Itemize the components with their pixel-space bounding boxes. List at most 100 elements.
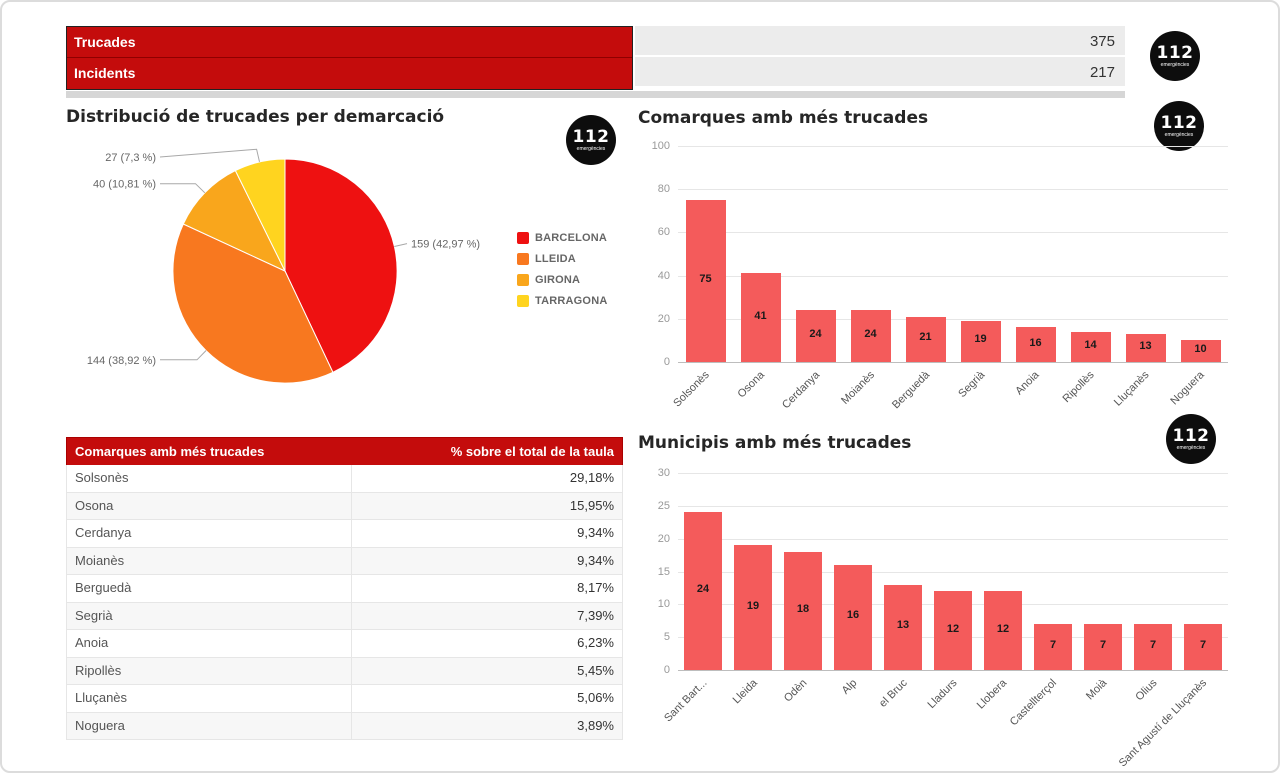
table-row: Moianès 9,34% [66, 547, 623, 575]
bar[interactable] [905, 316, 946, 362]
comarca-name: Noguera [67, 712, 352, 739]
summary-value-trucades: 375 [635, 26, 1125, 57]
legend-item-lleida[interactable]: LLEIDA [517, 253, 607, 265]
y-axis-tick-label: 10 [657, 598, 670, 611]
comarques-table-body: Solsonès 29,18% Osona 15,95% Cerdanya 9,34% Mo… [66, 465, 623, 740]
table-row: Anoia 6,23% [66, 630, 623, 658]
bar-value-label: 7 [1199, 639, 1207, 652]
bar[interactable] [685, 200, 726, 362]
legend-item-tarragona[interactable]: TARRAGONA [517, 295, 607, 307]
gridline [678, 670, 1228, 671]
y-axis-tick-label: 0 [663, 356, 670, 368]
gridline [678, 505, 1228, 507]
table-row: Solsonès 29,18% [66, 465, 623, 493]
comarca-percent: 9,34% [577, 525, 614, 540]
x-axis-label: Anoia [1013, 369, 1042, 398]
table-header-comarques: Comarques amb més trucades [75, 444, 265, 459]
bar[interactable] [850, 310, 891, 362]
logo-112-number: 112 [1172, 426, 1210, 446]
bar[interactable] [734, 545, 772, 670]
summary-row-label-incidents: Incidents [74, 65, 136, 81]
comarca-percent: 15,95% [569, 497, 614, 513]
table-row: Ripollès 5,45% [66, 657, 623, 685]
y-axis-tick-label: 15 [657, 565, 670, 578]
bar-value-label: 7 [1099, 639, 1107, 652]
logo-112-subtext: emergències [1176, 445, 1206, 451]
pie-label-connector [159, 148, 260, 163]
bar[interactable] [1034, 624, 1072, 670]
comarca-percent: 8,17% [577, 580, 614, 595]
pie-label-connector [160, 350, 207, 361]
bar[interactable] [1134, 624, 1172, 670]
pie-label-connector [160, 183, 206, 194]
legend-label: TARRAGONA [535, 295, 608, 307]
comarques-chart-title: Comarques amb més trucades [638, 108, 929, 128]
y-axis-tick-label: 30 [657, 467, 670, 479]
bar[interactable] [1015, 327, 1056, 362]
bar[interactable] [834, 564, 872, 670]
comarca-name: Cerdanya [67, 520, 352, 547]
bar[interactable] [934, 591, 972, 670]
summary-labels-column: Trucades Incidents [66, 26, 633, 90]
x-axis-label: Alp [839, 677, 860, 697]
x-axis-label: Sant Bart... [662, 677, 710, 725]
bar[interactable] [795, 310, 836, 362]
y-axis-tick-label: 5 [663, 631, 670, 644]
comarca-name: Osona [67, 492, 352, 519]
comarca-name: Segrià [67, 602, 352, 629]
gridline [678, 318, 1228, 320]
pie-slice-girona[interactable] [182, 169, 287, 273]
x-axis-label: Solsonès [671, 369, 712, 410]
bar[interactable] [784, 551, 822, 670]
comarques-table-header: Comarques amb més trucades % sobre el to… [66, 437, 623, 465]
logo-112-subtext: emergències [1164, 132, 1194, 138]
x-axis-label: Lladurs [925, 677, 960, 711]
comarca-name: Anoia [67, 630, 352, 657]
pie-slice-tarragona[interactable] [234, 158, 286, 272]
bar-value-label: 19 [746, 599, 760, 612]
bar[interactable] [1125, 333, 1166, 362]
comarca-percent: 29,18% [569, 470, 614, 485]
gridline [678, 473, 1228, 474]
logo-112-subtext: emergències [1160, 62, 1190, 68]
bar[interactable] [1070, 331, 1111, 362]
logo-112-emergencies: 112 emergències [1166, 414, 1216, 464]
table-row: Lluçanès 5,06% [66, 685, 623, 713]
comarca-percent: 3,89% [577, 717, 614, 733]
x-axis-label: Ripollès [1060, 369, 1097, 406]
bar-value-label: 7 [1049, 639, 1057, 652]
legend-item-barcelona[interactable]: BARCELONA [517, 232, 607, 244]
y-axis-tick-label: 0 [663, 664, 670, 676]
table-header-percent: % sobre el total de la taula [450, 444, 614, 459]
bar[interactable] [684, 512, 722, 670]
bar[interactable] [1184, 624, 1222, 670]
comarca-percent: 5,06% [577, 690, 614, 705]
bar[interactable] [1084, 624, 1122, 670]
y-axis-tick-label: 40 [657, 269, 670, 282]
bar[interactable] [960, 320, 1001, 362]
y-axis-tick-label: 60 [657, 226, 670, 239]
bar[interactable] [740, 273, 781, 362]
x-axis-label: Lluçanès [1112, 369, 1152, 409]
pie-chart-demarcacio[interactable]: 159 (42,97 %) 144 (38,92 %) 40 (10,81 %) 27… [22, 147, 502, 392]
logo-112-emergencies: 112 emergències [1154, 101, 1204, 151]
bar[interactable] [984, 591, 1022, 670]
x-axis-label: Olius [1133, 677, 1160, 704]
legend-item-girona[interactable]: GIRONA [517, 274, 607, 286]
legend-swatch [517, 274, 529, 286]
y-axis-tick-label: 20 [657, 312, 670, 325]
x-axis-label: Noguera [1168, 369, 1207, 408]
legend-label: GIRONA [535, 274, 581, 286]
bar[interactable] [884, 584, 922, 670]
comarques-bar-chart[interactable]: 0 20 40 60 80 100 75 Solsonès 41 Osona 24 Cerdanya 2… [638, 138, 1230, 418]
logo-112-subtext: emergències [576, 146, 606, 152]
pie-value-label: 144 (38,92 %) [87, 355, 156, 367]
municipis-bar-chart[interactable]: 0 5 10 15 20 25 30 24 Sant Bart... 19 Lleida 18 Odèn… [638, 464, 1230, 769]
bar-value-label: 24 [809, 328, 822, 341]
bar[interactable] [1180, 340, 1221, 362]
gridline [678, 146, 1228, 147]
comarca-name: Ripollès [67, 657, 352, 684]
table-row: Berguedà 8,17% [66, 575, 623, 603]
logo-112-number: 112 [572, 127, 610, 147]
comarca-name: Berguedà [67, 575, 352, 602]
